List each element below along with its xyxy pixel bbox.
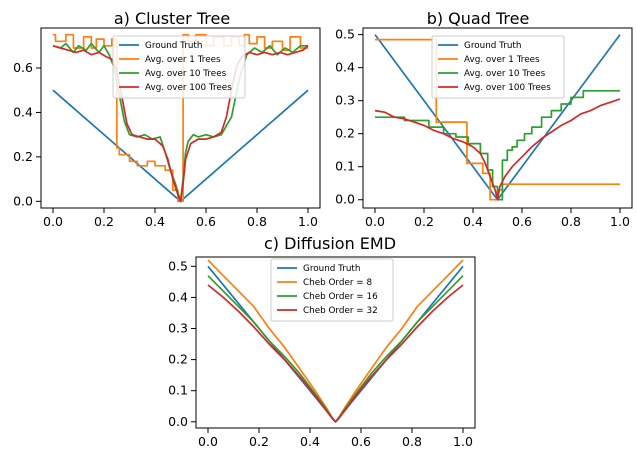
y-tick-label: 0.3: [335, 93, 355, 108]
y-tick-label: 0.4: [168, 289, 188, 304]
x-tick-label: 0.6: [512, 214, 532, 229]
x-tick-label: 0.4: [145, 214, 165, 229]
series-line-2: [53, 33, 308, 203]
x-tick-label: 0.0: [365, 214, 385, 229]
legend: Ground Truth Avg. over 1 Trees Avg. over 1…: [431, 35, 565, 99]
x-tick-label: 0.2: [249, 434, 269, 449]
y-tick-label: 0.4: [13, 104, 33, 119]
y-tick-label: 0.2: [13, 149, 33, 164]
legend-label-3: Avg. over 10 Trees: [145, 69, 227, 79]
x-tick-label: 0.4: [300, 434, 320, 449]
series-line-4: [207, 284, 464, 423]
legend-label-3: Cheb Order = 16: [303, 292, 378, 302]
legend-label-1: Ground Truth: [303, 264, 360, 274]
legend: Ground Truth Cheb Order = 8 Cheb Order = 1…: [270, 258, 394, 322]
legend-box: [270, 258, 394, 322]
x-tick-label: 1.0: [453, 434, 473, 449]
legend: Ground Truth Avg. over 1 Trees Avg. over 1…: [112, 35, 246, 99]
x-tick-label: 1.0: [298, 214, 318, 229]
series-line-1: [52, 89, 309, 203]
x-tick-label: 0.2: [414, 214, 434, 229]
y-tick-label: 0.5: [335, 27, 355, 42]
legend-label-2: Avg. over 1 Trees: [145, 55, 221, 65]
y-tick-label: 0.2: [168, 352, 188, 367]
legend-box: [112, 35, 246, 99]
y-tick-label: 0.0: [13, 193, 33, 208]
chart-title: a) Cluster Tree: [114, 9, 230, 28]
plot-frame: [362, 27, 633, 209]
x-tick-label: 0.8: [402, 434, 422, 449]
y-tick-label: 0.1: [335, 159, 355, 174]
x-tick-label: 0.8: [561, 214, 581, 229]
legend-label-2: Cheb Order = 8: [303, 278, 372, 288]
series-line-4: [52, 44, 309, 203]
x-tick-label: 0.4: [463, 214, 483, 229]
chart-panel-3: 0.0 0.2 0.4 0.6 0.8 1.0 0.0 0.1 0.2 0.3 0.4 0.5 c) D…: [168, 234, 476, 449]
chart-panel-1: 0.0 0.2 0.4 0.6 0.8 1.0 0.0 0.2 0.4 0.6 a) Cluster…: [13, 9, 321, 229]
x-tick-label: 0.6: [196, 214, 216, 229]
series-line-3: [52, 42, 308, 203]
plot-frame: [195, 256, 476, 429]
series-line-3: [375, 89, 620, 201]
y-tick-label: 0.0: [168, 414, 188, 429]
y-tick-label: 0.4: [335, 60, 355, 75]
legend-label-3: Avg. over 10 Trees: [464, 69, 546, 79]
y-tick-label: 0.3: [168, 321, 188, 336]
chart-title: c) Diffusion EMD: [264, 234, 396, 253]
legend-label-2: Avg. over 1 Trees: [464, 55, 540, 65]
y-tick-label: 0.0: [335, 192, 355, 207]
plot-frame: [40, 27, 321, 209]
x-tick-label: 0.8: [247, 214, 267, 229]
legend-label-1: Ground Truth: [145, 41, 202, 51]
y-tick-label: 0.2: [335, 126, 355, 141]
x-tick-label: 0.0: [43, 214, 63, 229]
x-tick-label: 0.2: [94, 214, 114, 229]
legend-label-4: Avg. over 100 Trees: [145, 83, 232, 93]
legend-label-4: Avg. over 100 Trees: [464, 83, 551, 93]
x-tick-label: 1.0: [610, 214, 630, 229]
x-tick-label: 0.6: [351, 434, 371, 449]
chart-panel-2: 0.0 0.2 0.4 0.6 0.8 1.0 0.0 0.1 0.2 0.3 0.4 0.5 b) Q…: [335, 9, 633, 229]
series-line-4: [374, 98, 621, 201]
legend-label-4: Cheb Order = 32: [303, 306, 378, 316]
x-tick-label: 0.0: [198, 434, 218, 449]
chart-title: b) Quad Tree: [427, 9, 530, 28]
y-tick-label: 0.5: [168, 258, 188, 273]
legend-box: [431, 35, 565, 99]
y-tick-label: 0.6: [13, 60, 33, 75]
legend-label-1: Ground Truth: [464, 41, 521, 51]
y-tick-label: 0.1: [168, 383, 188, 398]
